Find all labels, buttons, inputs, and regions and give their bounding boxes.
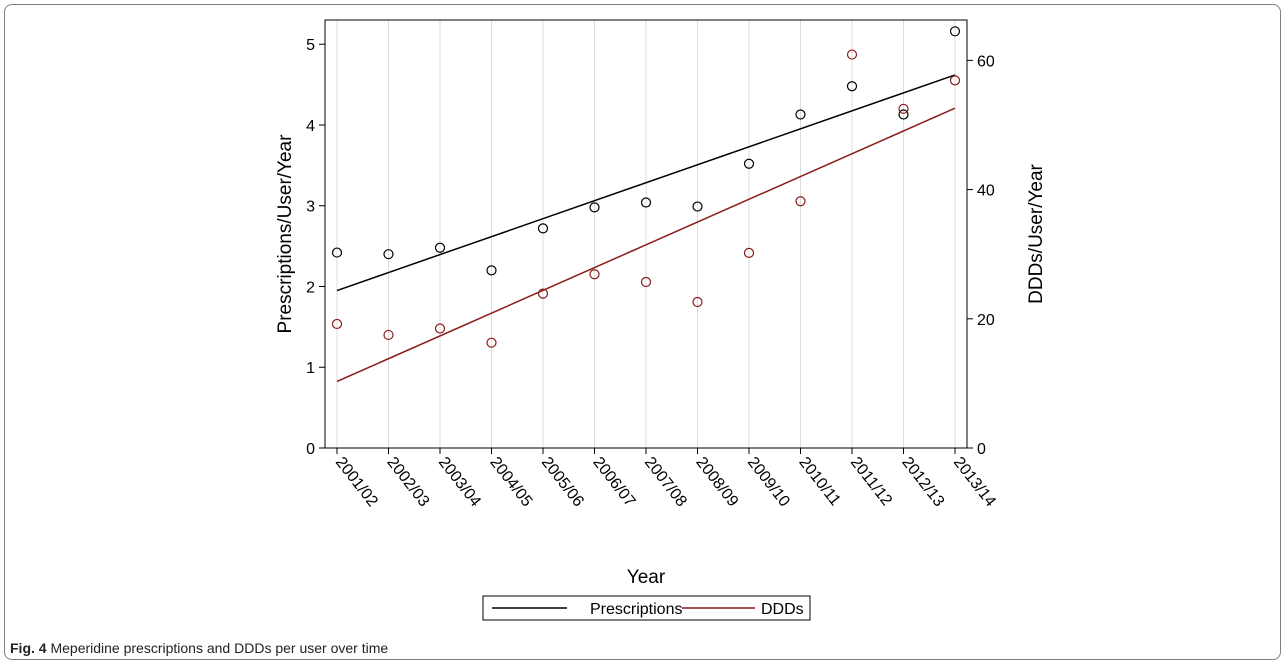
gridlines [336,20,956,448]
ddds-point [589,269,600,280]
y-tick-label: 1 [306,360,315,377]
ddds-point [537,288,549,299]
prescriptions-point [692,201,703,212]
x-tick-label: 2005/06 [538,454,587,510]
data-points [331,26,961,348]
figure-caption: Fig. 4 Meperidine prescriptions and DDDs… [10,640,388,656]
prescriptions-point [537,223,549,234]
prescriptions-point [640,197,652,208]
prescriptions-point [846,81,858,92]
prescriptions-point [898,109,909,120]
x-tick-label: 2012/13 [898,454,947,510]
y-tick-label: 0 [306,441,315,458]
x-axis-title: Year [627,567,666,588]
legend: Prescriptions DDDs [482,595,811,621]
ddds-point [898,103,909,114]
x-tick-label: 2013/14 [950,454,999,510]
x-tick-label: 2008/09 [692,454,741,510]
prescriptions-point [331,247,343,258]
y2-tick-label: 40 [977,183,995,200]
x-tick-label: 2006/07 [589,454,638,510]
prescriptions-point [434,242,446,253]
x-tick-label: 2011/12 [847,454,895,509]
trend-lines [336,74,956,383]
y2-tick-label: 0 [977,441,986,458]
figure-label: Fig. 4 [10,640,47,656]
ddds-point [949,75,961,86]
x-tick-label: 2007/08 [641,454,690,510]
ddds-trend-line [336,107,956,383]
x-tick-label: 2009/10 [744,454,793,510]
y2-axis-title: DDDs/User/Year [1026,163,1047,303]
ddds-point [640,276,652,288]
y-tick-label: 4 [306,118,315,135]
y-tick-label: 3 [306,199,315,216]
prescriptions-point [743,158,755,169]
y2-tick-label: 60 [977,53,995,70]
prescriptions-trend-line [336,74,956,292]
ddds-point [692,296,703,308]
ddds-point [434,323,446,334]
x-tick-label: 2004/05 [486,454,535,510]
ddds-point [383,329,394,341]
x-tick-label: 2001/02 [332,454,381,510]
figure-caption-text: Meperidine prescriptions and DDDs per us… [50,640,389,656]
axes: 2001/02 2002/03 2003/04 2004/05 2005/06 2006/… [306,37,999,510]
legend-label-prescriptions: Prescriptions [590,601,682,618]
prescriptions-point [383,249,394,260]
prescriptions-point [949,26,961,37]
y-tick-label: 5 [306,37,315,54]
y-tick-label: 2 [306,279,315,296]
ddds-point [795,196,806,207]
x-tick-label: 2002/03 [383,454,432,510]
ddds-point [331,318,343,330]
x-tick-label: 2010/11 [795,454,843,509]
y2-tick-label: 20 [977,312,995,329]
ddds-point [846,49,858,60]
ddds-point [486,337,497,348]
legend-label-ddds: DDDs [761,601,804,618]
prescriptions-point [589,202,600,213]
ddds-point [743,247,755,258]
prescriptions-point [795,109,806,120]
prescriptions-point [486,265,497,276]
x-tick-label: 2003/04 [435,454,484,510]
figure-frame [4,4,1281,660]
y-axis-title: Prescriptions/User/Year [275,134,296,334]
